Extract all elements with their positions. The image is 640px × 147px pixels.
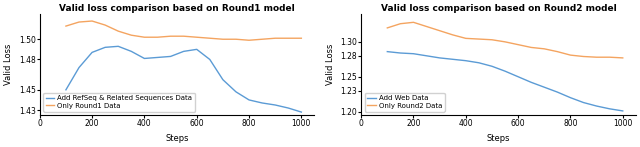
Only Round1 Data (180, 35, 188, 37)
Only Round2 Data (488, 39, 496, 41)
Only Round2 Data (593, 56, 600, 58)
X-axis label: Steps: Steps (487, 134, 510, 143)
Only Round1 Data (62, 25, 70, 27)
Only Round2 Data (462, 37, 470, 39)
Title: Valid loss comparison based on Round2 model: Valid loss comparison based on Round2 mo… (381, 4, 616, 13)
Add RefSeq & Related Sequences Data (62, 89, 70, 91)
Only Round1 Data (219, 38, 227, 40)
Add Web Data (422, 55, 430, 57)
Only Round1 Data (127, 34, 135, 36)
Add RefSeq & Related Sequences Data (167, 56, 175, 57)
Line: Add RefSeq & Related Sequences Data: Add RefSeq & Related Sequences Data (66, 46, 301, 112)
Only Round1 Data (232, 38, 240, 40)
Only Round1 Data (101, 24, 109, 26)
Only Round1 Data (271, 37, 279, 39)
Add Web Data (593, 105, 600, 107)
Add Web Data (383, 51, 391, 52)
Y-axis label: Valid Loss: Valid Loss (4, 44, 13, 85)
Add RefSeq & Related Sequences Data (101, 46, 109, 48)
Only Round2 Data (619, 57, 627, 59)
Add Web Data (554, 91, 561, 93)
Only Round2 Data (383, 27, 391, 29)
Only Round1 Data (298, 37, 305, 39)
Add RefSeq & Related Sequences Data (154, 57, 161, 58)
Add RefSeq & Related Sequences Data (193, 49, 200, 50)
Add Web Data (515, 76, 522, 78)
Only Round2 Data (606, 56, 614, 58)
Add RefSeq & Related Sequences Data (259, 102, 266, 104)
Only Round2 Data (540, 48, 548, 50)
Add Web Data (397, 52, 404, 54)
Add RefSeq & Related Sequences Data (284, 107, 292, 109)
Only Round2 Data (554, 51, 561, 52)
Add RefSeq & Related Sequences Data (271, 104, 279, 106)
Only Round1 Data (154, 36, 161, 38)
Add RefSeq & Related Sequences Data (180, 50, 188, 52)
Add RefSeq & Related Sequences Data (75, 67, 83, 69)
Add Web Data (462, 60, 470, 62)
Add Web Data (501, 70, 509, 72)
Only Round1 Data (284, 37, 292, 39)
Add Web Data (527, 81, 535, 83)
Add RefSeq & Related Sequences Data (141, 58, 148, 59)
Only Round2 Data (397, 23, 404, 25)
Only Round1 Data (115, 30, 122, 32)
Add RefSeq & Related Sequences Data (232, 91, 240, 93)
Add RefSeq & Related Sequences Data (127, 50, 135, 52)
Title: Valid loss comparison based on Round1 model: Valid loss comparison based on Round1 mo… (60, 4, 295, 13)
Add RefSeq & Related Sequences Data (219, 79, 227, 81)
Legend: Add Web Data, Only Round2 Data: Add Web Data, Only Round2 Data (365, 93, 445, 112)
Add RefSeq & Related Sequences Data (115, 45, 122, 47)
Only Round1 Data (193, 36, 200, 38)
Only Round2 Data (422, 26, 430, 27)
Add RefSeq & Related Sequences Data (298, 111, 305, 113)
Legend: Add RefSeq & Related Sequences Data, Only Round1 Data: Add RefSeq & Related Sequences Data, Onl… (44, 93, 195, 112)
Line: Only Round2 Data: Only Round2 Data (387, 22, 623, 58)
Only Round1 Data (206, 37, 214, 39)
Only Round2 Data (475, 38, 483, 40)
Add Web Data (606, 108, 614, 110)
X-axis label: Steps: Steps (165, 134, 189, 143)
Only Round1 Data (259, 38, 266, 40)
Only Round1 Data (167, 35, 175, 37)
Only Round2 Data (515, 44, 522, 46)
Only Round1 Data (141, 36, 148, 38)
Line: Add Web Data: Add Web Data (387, 52, 623, 111)
Only Round2 Data (501, 41, 509, 43)
Add Web Data (488, 65, 496, 67)
Y-axis label: Valid Loss: Valid Loss (326, 44, 335, 85)
Only Round2 Data (580, 56, 588, 57)
Add Web Data (449, 58, 456, 60)
Add Web Data (436, 57, 444, 59)
Add Web Data (540, 86, 548, 88)
Only Round1 Data (245, 39, 253, 41)
Only Round2 Data (527, 47, 535, 48)
Add Web Data (619, 110, 627, 112)
Only Round1 Data (88, 20, 96, 22)
Add RefSeq & Related Sequences Data (206, 59, 214, 60)
Add Web Data (410, 53, 417, 55)
Add RefSeq & Related Sequences Data (245, 99, 253, 101)
Only Round2 Data (566, 54, 574, 56)
Add Web Data (580, 102, 588, 103)
Add RefSeq & Related Sequences Data (88, 51, 96, 53)
Only Round1 Data (75, 21, 83, 23)
Add Web Data (566, 97, 574, 98)
Only Round2 Data (449, 34, 456, 36)
Line: Only Round1 Data: Only Round1 Data (66, 21, 301, 40)
Add Web Data (475, 62, 483, 64)
Only Round2 Data (410, 21, 417, 23)
Only Round2 Data (436, 30, 444, 32)
